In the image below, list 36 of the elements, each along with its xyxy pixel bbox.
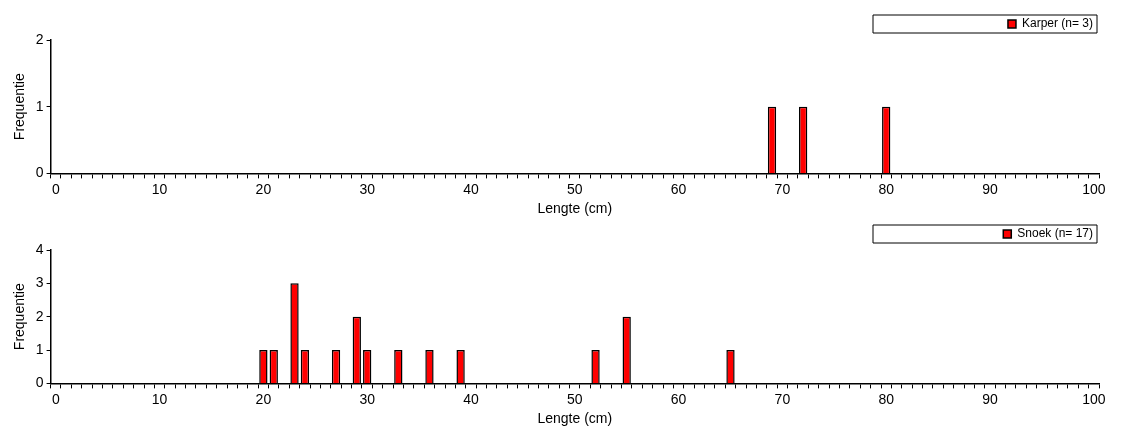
x-axis-title: Lengte (cm) — [537, 200, 613, 217]
x-tick-label: 0 — [51, 180, 60, 197]
y-tick-label: 2 — [35, 30, 44, 47]
x-tick-label: 100 — [1082, 390, 1106, 407]
x-tick-label: 70 — [774, 390, 791, 407]
x-tick-label: 90 — [982, 390, 998, 407]
y-tick-label: 4 — [35, 240, 44, 257]
x-tick-label: 10 — [151, 390, 168, 407]
x-tick-label: 100 — [1082, 180, 1106, 197]
y-tick-label: 3 — [35, 274, 44, 291]
x-tick-label: 50 — [567, 390, 583, 407]
y-tick-label: 1 — [35, 340, 44, 357]
legend-label: Snoek (n= 17) — [1017, 226, 1093, 241]
x-tick-label: 60 — [670, 390, 687, 407]
x-tick-label: 90 — [982, 180, 998, 197]
x-axis-title: Lengte (cm) — [537, 410, 613, 427]
y-axis-title: Frequentie — [11, 73, 28, 141]
x-tick-label: 80 — [878, 390, 895, 407]
x-tick-label: 80 — [878, 180, 895, 197]
x-tick-label: 20 — [255, 180, 272, 197]
x-tick-label: 40 — [463, 390, 479, 407]
x-tick-label: 30 — [359, 180, 376, 197]
y-axis-title: Frequentie — [11, 283, 28, 351]
x-tick-label: 40 — [463, 180, 479, 197]
x-tick-label: 20 — [255, 390, 272, 407]
y-tick-label: 2 — [35, 307, 44, 324]
x-tick-label: 70 — [774, 180, 791, 197]
y-tick-label: 0 — [35, 164, 44, 181]
y-tick-label: 1 — [35, 97, 44, 114]
y-tick-label: 0 — [35, 374, 44, 391]
legend-label: Karper (n= 3) — [1021, 16, 1094, 31]
x-tick-label: 60 — [670, 180, 687, 197]
x-tick-label: 30 — [359, 390, 376, 407]
x-tick-label: 50 — [567, 180, 583, 197]
x-tick-label: 10 — [151, 180, 168, 197]
x-tick-label: 0 — [51, 390, 60, 407]
